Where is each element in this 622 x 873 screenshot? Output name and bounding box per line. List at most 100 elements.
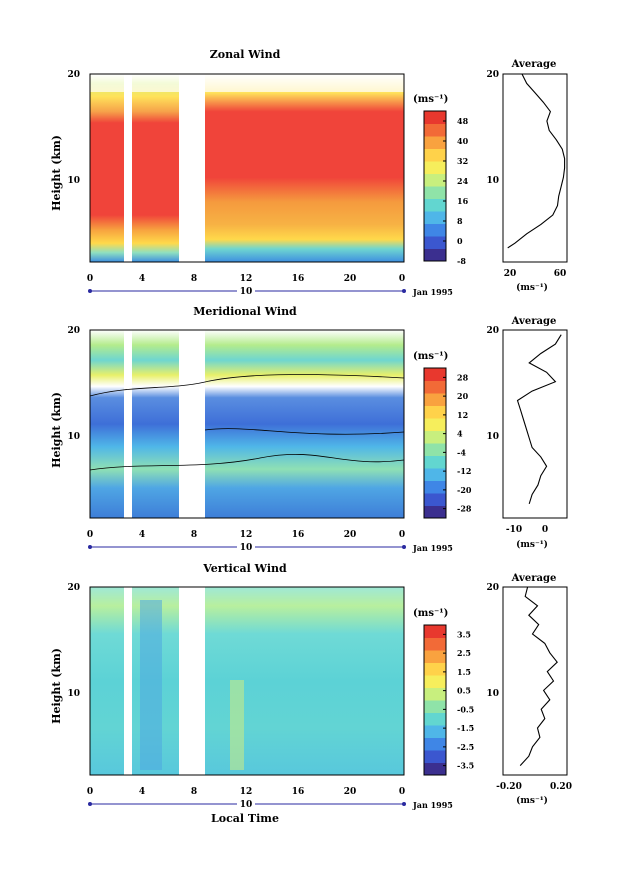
vertical-average-title: Average <box>511 573 557 584</box>
vertical-xtick-12: 12 <box>240 787 253 797</box>
vertical-wind-plot-frame <box>89 586 405 776</box>
colorbar-swatch <box>424 712 446 726</box>
zonal-average-xunit: (ms⁻¹) <box>516 282 548 293</box>
colorbar-swatch <box>424 248 446 262</box>
meridional-xtick-8: 8 <box>191 530 197 540</box>
vertical-average-panel: Average 20 10 -0.20 0.20 (ms⁻¹) <box>486 573 571 806</box>
vertical-xtick-16: 16 <box>292 787 305 797</box>
meridional-wind-ylabel: Height (km) <box>50 392 63 468</box>
vertical-average-xtick-high: 0.20 <box>550 782 572 792</box>
meridional-average-title: Average <box>511 316 557 327</box>
zonal-ytick-20: 20 <box>67 70 80 80</box>
colorbar-frame <box>423 624 447 776</box>
colorbar-swatch <box>424 468 446 481</box>
colorbar-swatch <box>424 198 446 212</box>
colorbar-swatch <box>424 480 446 494</box>
vertical-date-range-end <box>402 802 406 806</box>
colorbar-swatch <box>424 223 446 237</box>
colorbar-frame <box>423 110 447 262</box>
colorbar-swatch <box>424 700 446 713</box>
meridional-average-xtick-low: -10 <box>506 525 522 535</box>
colorbar-swatch <box>424 148 446 162</box>
zonal-xtick-16: 16 <box>292 274 305 284</box>
colorbar-swatch <box>424 443 446 456</box>
vertical-ytick-20: 20 <box>67 583 80 593</box>
colorbar-swatch <box>424 430 446 444</box>
vertical-average-ytick-20: 20 <box>486 583 499 593</box>
colorbar-swatch <box>424 637 446 651</box>
colorbar-tick-label: 3.5 <box>457 629 471 639</box>
colorbar-tick-label: 40 <box>457 136 469 146</box>
zonal-xtick-12: 12 <box>240 274 253 284</box>
colorbar-swatch <box>424 493 446 506</box>
zonal-xtick-4: 4 <box>139 274 145 284</box>
vertical-xtick-24: 0 <box>399 787 405 797</box>
colorbar-swatch <box>424 675 446 688</box>
colorbar-swatch <box>424 123 446 137</box>
colorbar-tick-label: 24 <box>457 176 469 186</box>
meridional-wind-title: Meridional Wind <box>193 305 297 318</box>
meridional-average-panel: Average 20 10 -10 0 (ms⁻¹) <box>486 316 568 550</box>
meridional-wind-plot-frame <box>89 329 405 519</box>
zonal-date-range-start <box>88 289 92 293</box>
colorbar-tick-label: 0.5 <box>457 686 471 696</box>
zonal-average-frame <box>502 73 568 263</box>
meridional-date-label: Jan 1995 <box>412 543 453 553</box>
meridional-average-xtick-high: 0 <box>542 525 548 535</box>
meridional-average-ytick-20: 20 <box>486 326 499 336</box>
colorbar-tick-label: -8 <box>457 256 466 266</box>
meridional-wind-heatmap <box>89 330 405 518</box>
meridional-xticks: 0 4 8 12 16 20 0 <box>87 530 405 540</box>
colorbar-tick-label: 20 <box>457 391 469 401</box>
colorbar-tick-label: 12 <box>457 410 468 420</box>
meridional-date-range-end <box>402 545 406 549</box>
meridional-xtick-0: 0 <box>87 530 93 540</box>
colorbar-swatch <box>424 418 446 431</box>
zonal-wind-ylabel: Height (km) <box>50 135 63 211</box>
zonal-wind-heatmap <box>90 74 404 262</box>
zonal-wind-plot-frame <box>89 73 405 263</box>
vertical-wind-heatmap <box>90 587 404 775</box>
colorbar-tick-label: -20 <box>457 485 472 495</box>
colorbar-tick-label: 32 <box>457 156 468 166</box>
vertical-date-label: Jan 1995 <box>412 800 453 810</box>
vertical-average-profile-line <box>519 586 558 766</box>
colorbar-tick-label: -3.5 <box>457 761 474 771</box>
meridional-average-profile-line <box>516 334 562 505</box>
colorbar-swatch <box>424 405 446 419</box>
zonal-average-ytick-10: 10 <box>486 176 499 186</box>
zonal-xtick-0: 0 <box>87 274 93 284</box>
zonal-average-xtick-high: 60 <box>554 269 567 279</box>
zonal-wind-title: Zonal Wind <box>210 48 281 61</box>
zonal-colorbar: 48 40 32 24 16 8 0 -8 <box>423 110 469 266</box>
zonal-unit-label: (ms⁻¹) <box>413 94 448 105</box>
colorbar-tick-label: 1.5 <box>457 667 471 677</box>
vertical-wind-ylabel: Height (km) <box>50 648 63 724</box>
zonal-wind-panel: Zonal Wind Height (km) <box>50 48 568 297</box>
colorbar-tick-label: -4 <box>457 447 466 457</box>
meridional-xtick-12: 12 <box>240 530 253 540</box>
vertical-date-range-start <box>88 802 92 806</box>
vertical-xtick-4: 4 <box>139 787 145 797</box>
zonal-date-range-end <box>402 289 406 293</box>
colorbar-tick-label: -2.5 <box>457 742 474 752</box>
zonal-xtick-24: 0 <box>399 274 405 284</box>
meridional-average-frame <box>502 329 568 519</box>
colorbar-swatch <box>424 161 446 174</box>
meridional-xtick-4: 4 <box>139 530 145 540</box>
vertical-colorbar: 3.5 2.5 1.5 0.5 -0.5 -1.5 -2.5 -3.5 <box>423 624 474 776</box>
colorbar-swatch <box>424 380 446 394</box>
colorbar-swatch <box>424 136 446 149</box>
zonal-average-ytick-20: 20 <box>486 70 499 80</box>
colorbar-swatch <box>424 725 446 738</box>
vertical-xtick-20: 20 <box>344 787 357 797</box>
colorbar-swatch <box>424 650 446 663</box>
vertical-wind-panel: Vertical Wind Height (km) 20 10 <box>50 562 572 825</box>
zonal-date-marker: 10 <box>240 287 253 297</box>
colorbar-swatch <box>424 662 446 676</box>
zonal-xtick-20: 20 <box>344 274 357 284</box>
zonal-average-xtick-low: 20 <box>504 269 517 279</box>
colorbar-tick-label: 48 <box>457 116 469 126</box>
colorbar-swatch <box>424 173 446 187</box>
